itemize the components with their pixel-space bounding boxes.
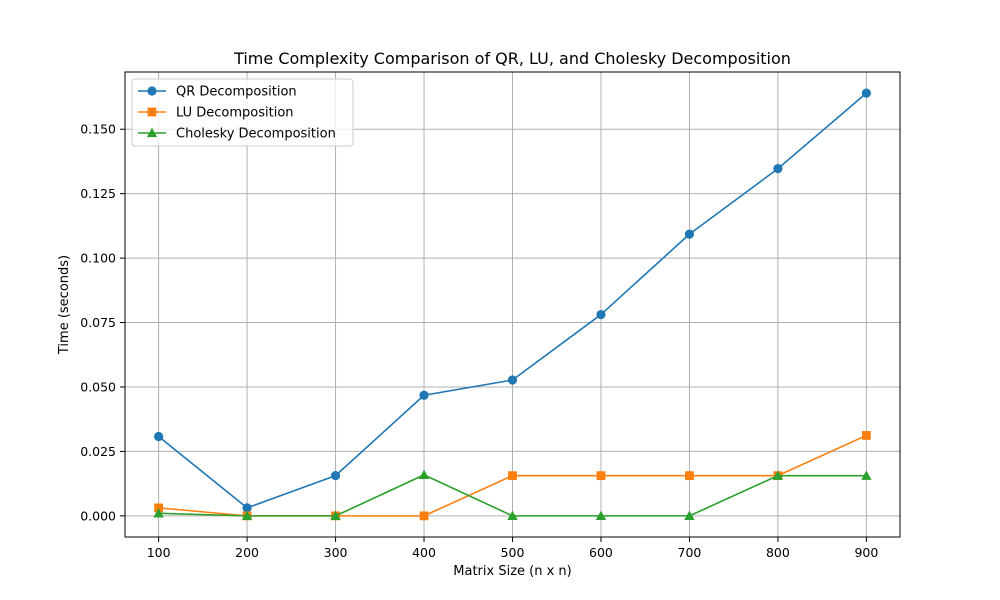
legend-box	[131, 78, 354, 147]
data-point	[684, 510, 695, 521]
data-point	[861, 431, 871, 440]
data-point	[153, 508, 164, 518]
data-point	[330, 471, 341, 481]
chart-title: Time Complexity Comparison of QR, LU, an…	[233, 49, 791, 68]
x-tick-label: 300	[324, 545, 348, 560]
x-tick-label: 500	[501, 545, 525, 560]
data-point	[595, 510, 607, 521]
x-tick-label: 800	[766, 545, 790, 560]
y-axis-label: Time (seconds)	[57, 255, 72, 355]
data-point	[685, 471, 694, 481]
legend-marker	[146, 127, 158, 138]
data-point	[772, 470, 784, 480]
data-point	[154, 503, 164, 513]
x-axis-label: Matrix Size (n x n)	[453, 564, 571, 579]
data-point	[330, 510, 341, 521]
legend-item: LU Decomposition	[138, 106, 294, 121]
y-tick-label: 0.150	[80, 122, 116, 137]
legend-marker	[147, 107, 157, 117]
data-point	[508, 471, 517, 481]
data-point	[419, 390, 429, 400]
y-tick-label: 0.050	[80, 379, 116, 394]
data-point	[418, 469, 430, 480]
data-point	[242, 503, 252, 513]
x-tick-label: 700	[678, 545, 702, 560]
legend-label: Cholesky Decomposition	[176, 127, 336, 142]
data-point	[773, 164, 783, 174]
x-tick-label: 400	[412, 545, 436, 560]
legend-marker	[147, 86, 157, 96]
data-point	[861, 470, 872, 480]
legend-item: QR Decomposition	[138, 85, 297, 100]
x-axis-ticks: 100 200 300 400 500 600 700 800 900	[147, 537, 878, 560]
data-point	[507, 375, 518, 385]
y-tick-label: 0.025	[80, 444, 116, 459]
legend-label: QR Decomposition	[176, 85, 297, 100]
y-tick-label: 0.125	[80, 186, 116, 201]
y-tick-label: 0.000	[80, 508, 116, 523]
data-point	[241, 510, 253, 521]
data-point	[596, 309, 606, 320]
legend-label: LU Decomposition	[176, 106, 294, 121]
legend-item: Cholesky Decomposition	[138, 127, 336, 142]
y-axis-ticks: 0.000 0.025 0.050 0.075 0.100 0.125 0.150	[80, 122, 125, 523]
data-point	[861, 88, 871, 98]
x-tick-label: 900	[854, 545, 878, 560]
x-tick-label: 200	[235, 545, 259, 560]
y-tick-label: 0.075	[80, 315, 116, 330]
x-tick-label: 100	[147, 545, 171, 560]
data-point	[596, 471, 606, 481]
series-layer	[153, 88, 872, 521]
x-tick-label: 600	[589, 545, 613, 560]
data-point	[507, 510, 518, 521]
series-0	[154, 88, 871, 513]
data-point	[419, 511, 429, 521]
series-2	[153, 469, 872, 521]
y-tick-label: 0.100	[80, 251, 116, 266]
legend: QR Decomposition LU Decomposition Cholesky…	[131, 78, 354, 147]
data-point	[684, 229, 695, 239]
data-point	[154, 431, 164, 442]
